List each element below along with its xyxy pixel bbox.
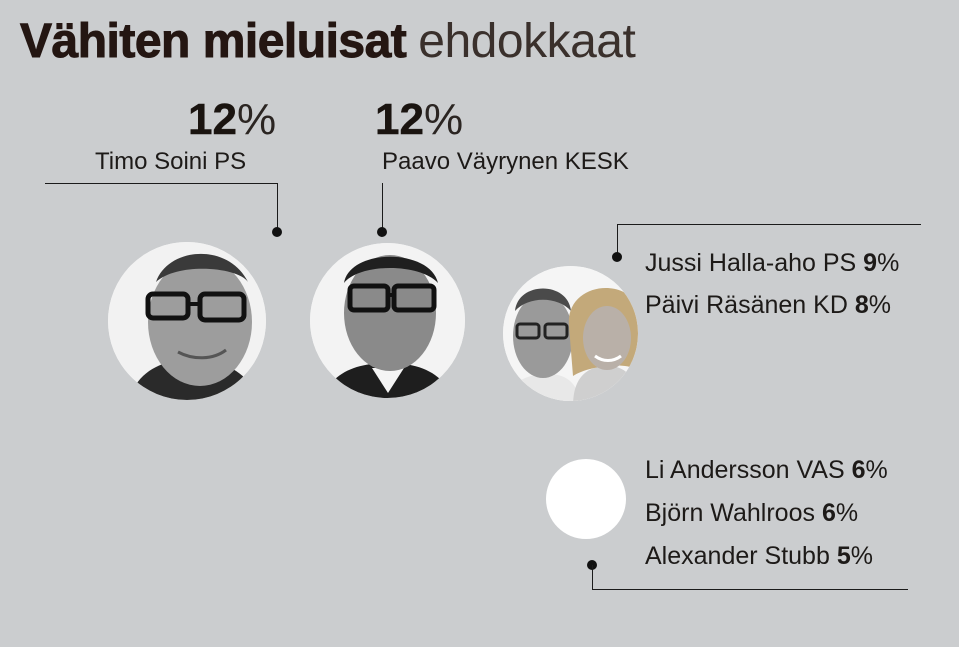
rasanen-row: Päivi Räsänen KD 8% [645,291,891,319]
stubb-row: Alexander Stubb 5% [645,542,873,570]
group-two-leader-h [617,224,921,225]
chart-title: Vähiten mieluisat ehdokkaat [19,12,636,72]
soini-photo [108,242,266,400]
vayrynen-name: Paavo Väyrynen KESK [382,148,629,175]
group-two-leader-v [617,224,618,256]
soini-percent: 12% [188,95,277,145]
vayrynen-dot [377,227,387,237]
vayrynen-leader-v [382,183,383,231]
halla-aho-row: Jussi Halla-aho PS 9% [645,249,900,277]
soini-name: Timo Soini PS [95,148,247,175]
title-bold: Vähiten mieluisat [19,15,407,69]
group-three-leader-h [592,589,908,590]
soini-leader-v [277,183,278,231]
soini-dot [272,227,282,237]
andersson-row: Li Andersson VAS 6% [645,456,888,484]
vayrynen-photo [310,243,465,398]
group-three-leader-v [592,565,593,589]
placeholder-circle [546,459,626,539]
title-light: ehdokkaat [418,15,636,68]
vayrynen-percent: 12% [375,95,464,145]
group-two-dot [612,252,622,262]
wahlroos-row: Björn Wahlroos 6% [645,499,859,527]
soini-leader-h [45,183,278,184]
halla-aho-rasanen-photo [503,266,638,401]
